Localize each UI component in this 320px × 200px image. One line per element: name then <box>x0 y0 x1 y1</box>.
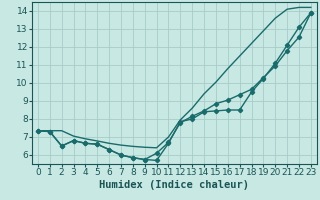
X-axis label: Humidex (Indice chaleur): Humidex (Indice chaleur) <box>100 180 249 190</box>
